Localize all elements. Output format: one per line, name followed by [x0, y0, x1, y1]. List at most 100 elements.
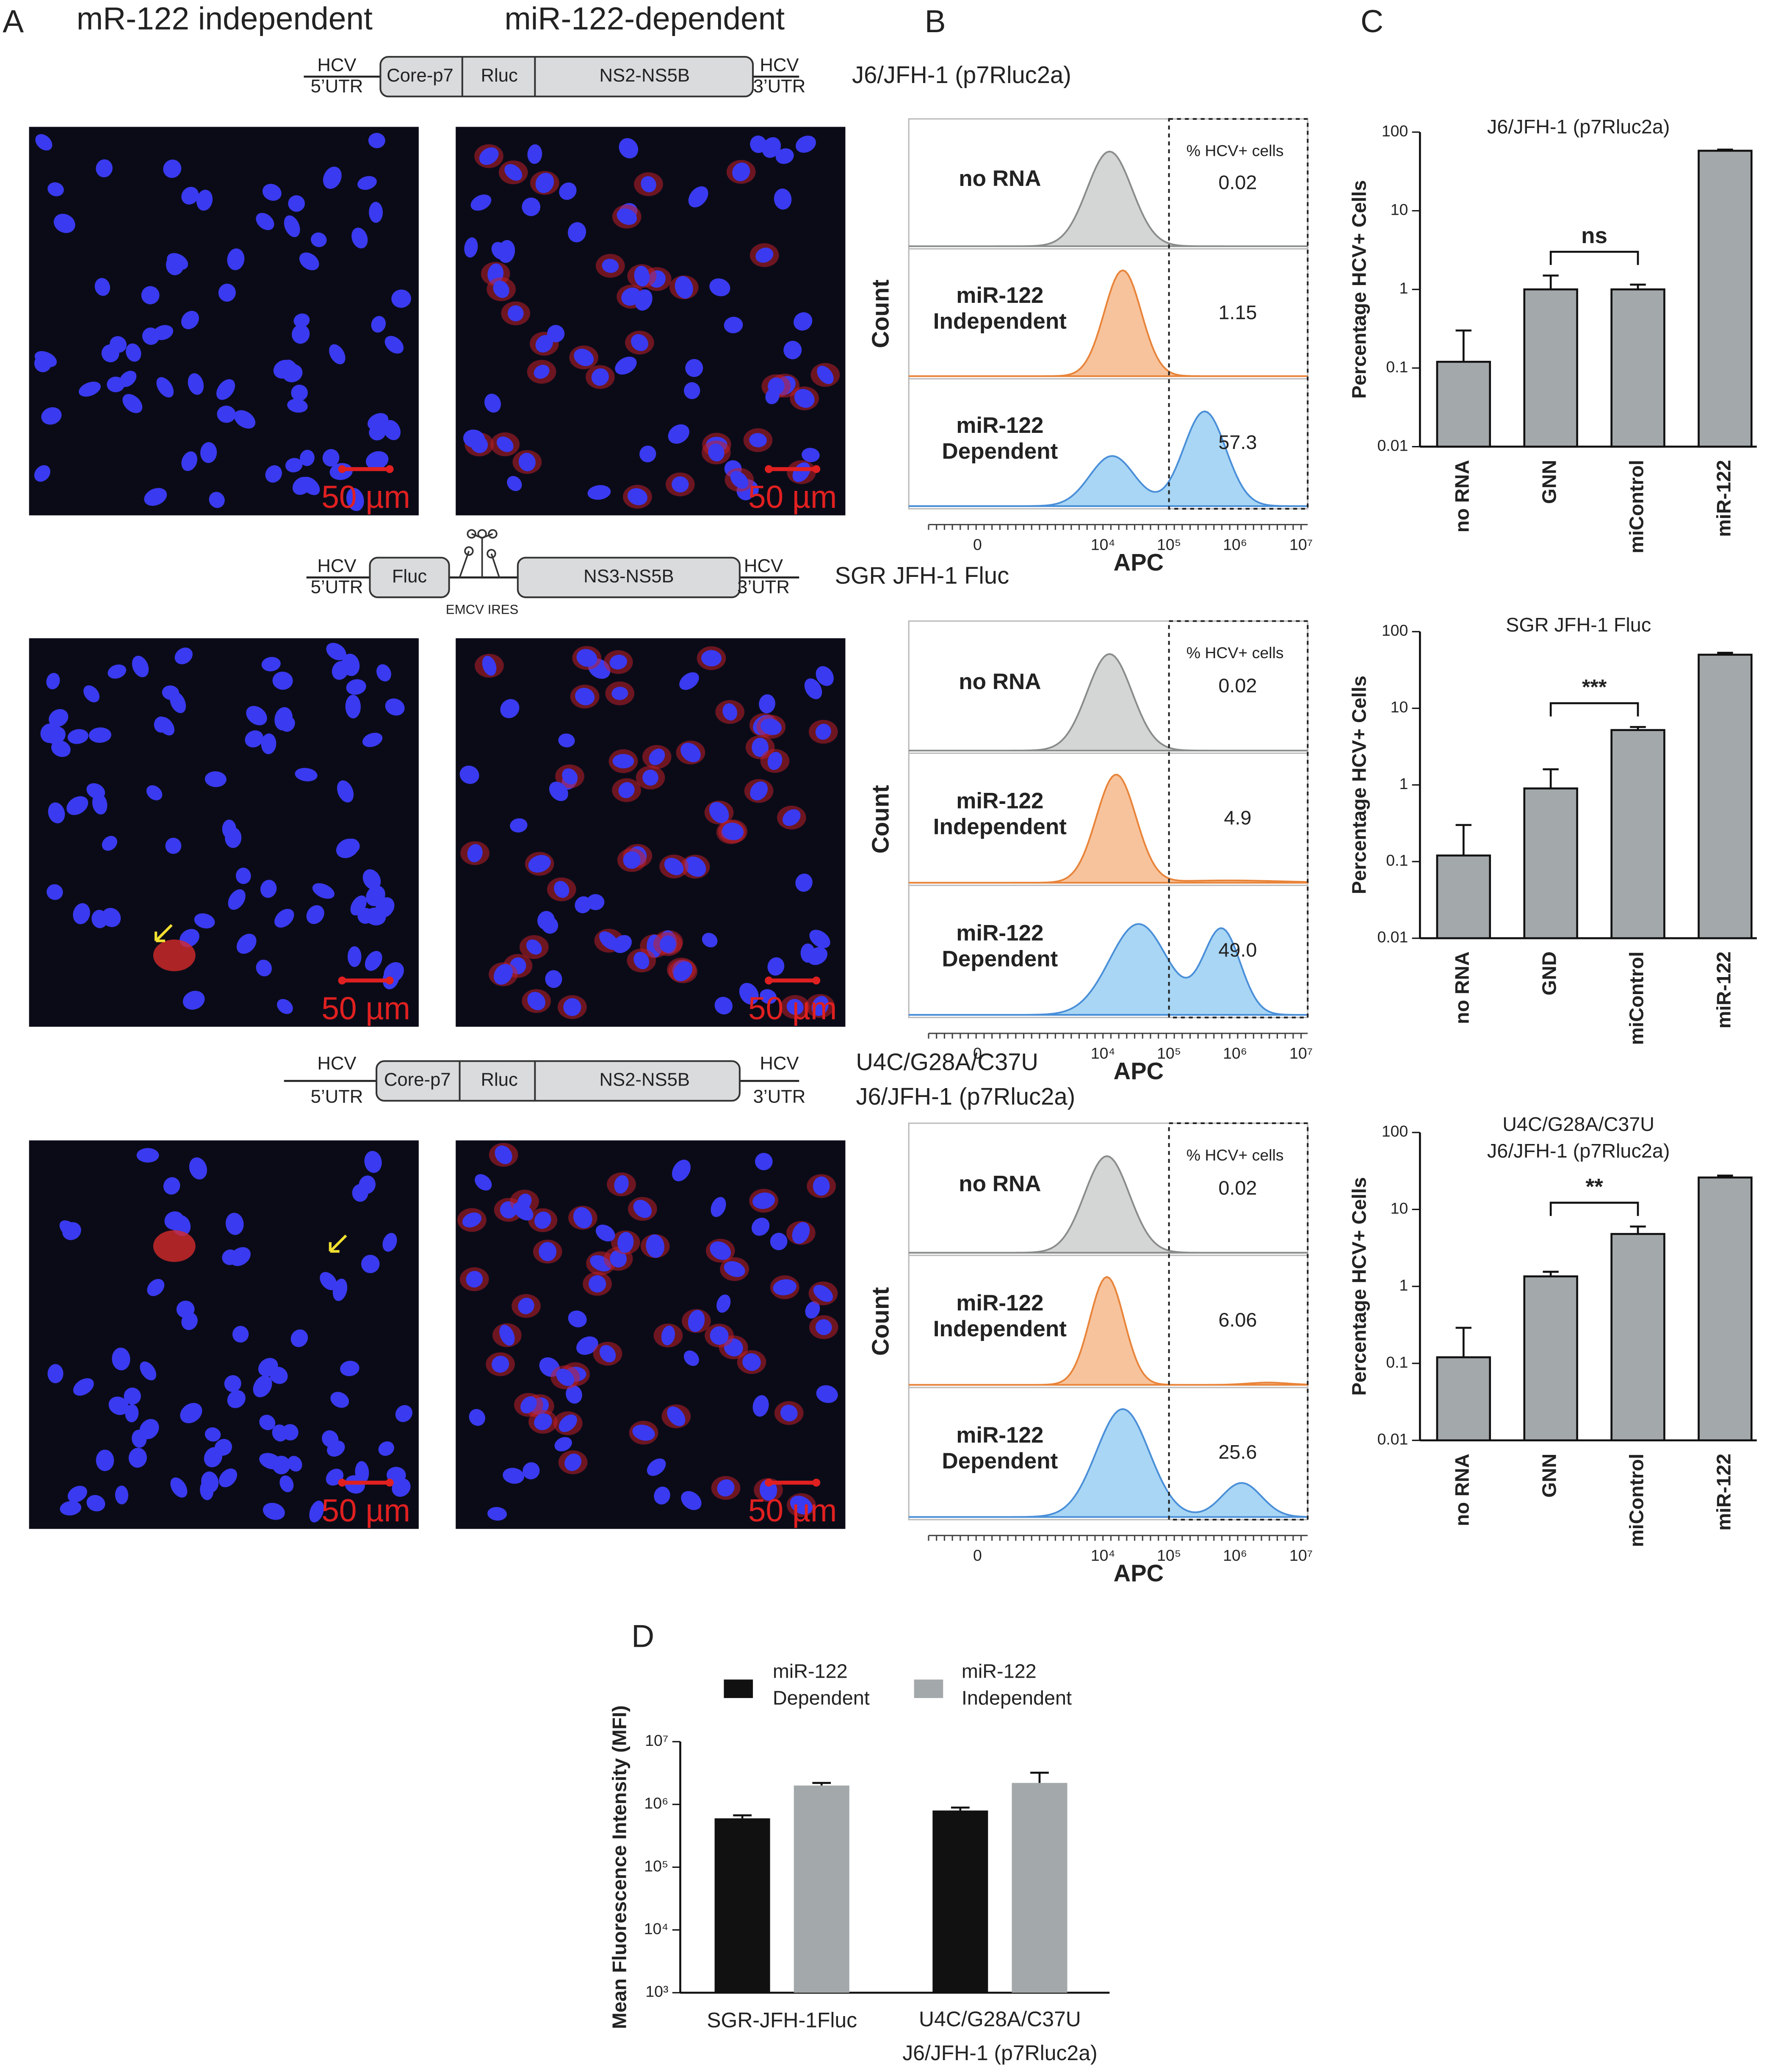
nucleus: [504, 164, 523, 181]
nucleus: [73, 1378, 94, 1396]
nucleus: [804, 678, 822, 699]
nucleus: [724, 1261, 745, 1277]
nucleus: [796, 136, 816, 153]
x-tick-label: miR-122: [1712, 1454, 1734, 1531]
y-tick-label: 100: [1382, 122, 1408, 140]
construct-segment: Core-p7: [387, 65, 454, 86]
scale-bar-end: [765, 465, 773, 473]
x-tick-label: no RNA: [1451, 1454, 1473, 1526]
nucleus: [780, 1404, 798, 1421]
y-tick-label: 10⁵: [644, 1857, 668, 1875]
nucleus: [615, 357, 637, 375]
nucleus: [610, 1250, 627, 1268]
nucleus: [496, 436, 514, 452]
nucleus: [469, 1409, 485, 1426]
nucleus: [632, 1424, 655, 1441]
nucleus: [332, 1278, 348, 1301]
significance-label: ns: [1581, 223, 1607, 248]
significance-label: **: [1585, 1174, 1603, 1199]
nucleus: [482, 656, 497, 676]
bar: [1012, 1783, 1068, 1993]
scale-bar-end: [338, 465, 346, 473]
nucleus: [101, 908, 121, 927]
histogram: [909, 1276, 1309, 1386]
nucleus: [357, 176, 377, 190]
construct-segment: Fluc: [392, 566, 427, 587]
nucleus: [340, 1360, 360, 1377]
nucleus: [602, 258, 619, 273]
nucleus: [617, 208, 637, 225]
nucleus: [495, 1145, 512, 1164]
nucleus: [817, 366, 834, 384]
nucleus: [479, 147, 499, 165]
nucleus: [767, 957, 785, 976]
nucleus: [272, 1456, 290, 1474]
nucleus: [755, 247, 774, 263]
nucleus: [664, 858, 684, 875]
y-tick-label: 10³: [645, 1983, 668, 2000]
nucleus: [46, 673, 60, 690]
scale-bar-end: [812, 1479, 821, 1487]
nucleus: [367, 413, 389, 430]
nucleus: [49, 709, 69, 727]
y-axis-label: Count: [867, 1287, 894, 1356]
nucleus: [347, 946, 362, 967]
nucleus: [216, 379, 235, 400]
nucleus: [147, 1279, 165, 1296]
ires-stem: [459, 533, 500, 578]
scale-bar-end: [338, 976, 346, 985]
nucleus: [362, 733, 383, 747]
nucleus: [751, 1218, 770, 1236]
nuclei: [34, 133, 411, 511]
construct-segment: Core-p7: [384, 1069, 451, 1090]
nucleus: [547, 325, 565, 343]
nucleus: [587, 485, 611, 500]
nucleus: [618, 782, 635, 798]
construct-box: [517, 557, 741, 598]
nucleus: [136, 1148, 159, 1163]
gate-header: % HCV+ cells: [1186, 142, 1284, 160]
x-tick-label: U4C/G28A/C37U J6/JFH-1 (p7Rluc2a): [902, 2007, 1097, 2065]
nucleus: [204, 1447, 222, 1468]
nucleus: [815, 723, 831, 740]
x-axis-label: APC: [1114, 1560, 1164, 1587]
nucleus: [510, 818, 528, 833]
nucleus: [714, 997, 733, 1015]
nucleus: [762, 137, 781, 158]
y-tick-label: 0.01: [1377, 436, 1408, 454]
nucleus: [647, 1458, 666, 1476]
nuclei: [457, 1143, 838, 1521]
nucleus: [742, 1353, 761, 1371]
nucleus: [34, 351, 57, 367]
nucleus: [132, 656, 149, 677]
nucleus: [156, 377, 174, 398]
nucleus: [174, 647, 193, 665]
nucleus: [816, 666, 834, 686]
nucleus: [253, 1375, 272, 1397]
x-tick-label: 10⁶: [1223, 1044, 1247, 1062]
nuclei: [463, 136, 840, 509]
nucleus: [786, 999, 804, 1015]
x-tick-label: 10⁴: [1091, 535, 1115, 553]
construct-box: [369, 557, 450, 598]
nucleus: [576, 649, 597, 667]
nucleus: [500, 699, 520, 718]
nucleus: [522, 197, 541, 216]
nucleus: [752, 1395, 769, 1417]
y-tick-label: 10: [1391, 1199, 1408, 1217]
nucleus: [759, 1479, 777, 1501]
nucleus: [205, 771, 227, 787]
nucleus: [507, 305, 524, 321]
panel-label: B: [925, 3, 946, 39]
row-value: 25.6: [1218, 1441, 1257, 1463]
nucleus: [526, 939, 542, 955]
row-value: 4.9: [1224, 807, 1251, 829]
nucleus: [67, 1485, 87, 1503]
nucleus: [281, 716, 295, 732]
nucleus: [306, 905, 324, 924]
nucleus: [299, 252, 319, 271]
y-tick-label: 100: [1382, 621, 1408, 639]
nucleus: [523, 1462, 540, 1479]
nucleus: [227, 1390, 246, 1408]
scale-bar-label: 50 µm: [321, 990, 410, 1026]
